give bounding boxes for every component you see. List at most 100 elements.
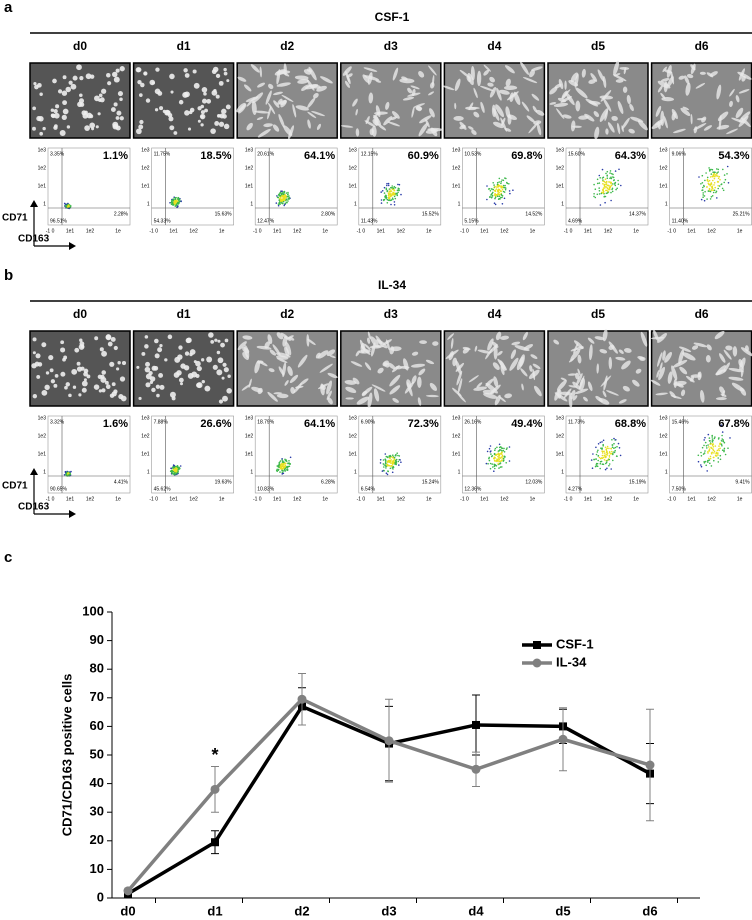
y-tick-label: 0 (97, 889, 104, 904)
cell (61, 90, 68, 96)
event-dot (391, 186, 393, 189)
cell (138, 396, 142, 401)
cell (187, 373, 194, 379)
cell (183, 68, 188, 73)
event-dot (172, 198, 174, 200)
cell (149, 376, 156, 382)
event-dot (389, 199, 391, 202)
event-dot (708, 448, 711, 450)
cell (105, 334, 112, 340)
event-dot (604, 454, 606, 457)
event-dot (494, 203, 497, 206)
cell (655, 105, 662, 117)
cell (485, 382, 498, 394)
cell (267, 102, 276, 115)
event-dot (486, 450, 489, 453)
cell (468, 126, 474, 130)
flow-xtick: -1 (667, 228, 672, 234)
arrow-head (69, 510, 76, 518)
event-dot (617, 179, 619, 182)
cell (111, 391, 117, 397)
cell (258, 360, 268, 367)
cell (428, 91, 435, 96)
cell (418, 71, 425, 78)
event-dot (602, 443, 604, 446)
event-dot (496, 181, 499, 184)
cell (113, 345, 118, 351)
event-dot (704, 460, 707, 463)
event-dot (400, 193, 402, 196)
event-dot (708, 187, 711, 190)
event-dot (171, 201, 174, 204)
quadrant-lr: 2.28% (114, 211, 129, 217)
legend-label: IL-34 (556, 654, 587, 669)
event-dot (494, 189, 497, 192)
cell (529, 365, 533, 372)
quadrant-lr: 12.03% (525, 479, 543, 485)
day-label: d0 (73, 307, 87, 321)
event-dot (492, 466, 494, 468)
y-tick-label: 50 (90, 746, 104, 761)
cell (193, 82, 200, 89)
event-dot (501, 466, 503, 468)
cell (326, 390, 332, 400)
cell (223, 71, 228, 76)
cell (411, 363, 426, 368)
cell (81, 387, 87, 393)
event-dot (593, 183, 595, 186)
cell (86, 374, 91, 379)
flow-xtick: 0 (673, 496, 676, 502)
cell (79, 93, 83, 98)
cell (151, 387, 156, 393)
flow-ytick: 1 (561, 469, 564, 475)
event-dot (503, 451, 506, 453)
flow-ytick: 1e3 (141, 415, 150, 421)
flow-xtick: 1e2 (293, 496, 302, 502)
event-dot (497, 192, 499, 194)
cell (50, 108, 55, 112)
cell (136, 365, 140, 369)
cell (251, 100, 257, 115)
cell (307, 111, 317, 119)
quadrant-ll: 11.43% (361, 218, 378, 224)
cell (359, 339, 365, 351)
cell (268, 83, 274, 90)
event-dot (718, 443, 721, 445)
cell (587, 337, 595, 344)
cell (522, 76, 538, 84)
event-dot (721, 449, 724, 452)
cell (606, 390, 619, 396)
cell (738, 111, 751, 123)
cell (254, 360, 261, 374)
event-dot (609, 172, 611, 174)
flow-plot (254, 415, 338, 494)
event-dot (598, 193, 601, 195)
day-label: d4 (487, 307, 501, 321)
cell (192, 69, 197, 74)
cell (72, 75, 78, 81)
flow-ytick: 1e2 (245, 433, 254, 439)
cell (367, 331, 371, 340)
event-dot (496, 183, 499, 186)
event-dot (493, 202, 496, 204)
flow-ytick: 1e3 (38, 415, 47, 421)
cell (316, 85, 327, 92)
cell (549, 102, 557, 105)
event-dot (282, 195, 284, 198)
cell (699, 389, 705, 403)
arrow-head (69, 242, 76, 250)
flow-xtick: 0 (52, 228, 55, 234)
event-dot (602, 180, 604, 183)
event-dot (278, 194, 281, 197)
event-dot (701, 446, 704, 449)
flow-xtick: 0 (362, 496, 365, 502)
flow-ytick: 1e1 (348, 451, 357, 457)
event-dot (63, 474, 66, 476)
cell (425, 359, 435, 365)
event-dot (278, 462, 280, 464)
cell (287, 366, 293, 376)
flow-xtick: 1e2 (189, 496, 198, 502)
event-dot (503, 459, 505, 461)
cell (206, 356, 213, 363)
day-label: d1 (177, 307, 191, 321)
